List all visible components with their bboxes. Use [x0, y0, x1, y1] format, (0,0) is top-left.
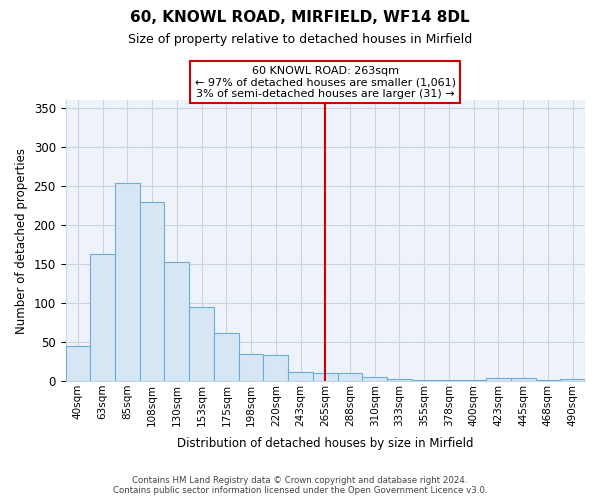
X-axis label: Distribution of detached houses by size in Mirfield: Distribution of detached houses by size …: [177, 437, 473, 450]
Bar: [288, 372, 313, 381]
Bar: [536, 380, 560, 381]
Bar: [115, 183, 140, 381]
Bar: [560, 378, 585, 381]
Y-axis label: Number of detached properties: Number of detached properties: [15, 148, 28, 334]
Text: 60, KNOWL ROAD, MIRFIELD, WF14 8DL: 60, KNOWL ROAD, MIRFIELD, WF14 8DL: [130, 10, 470, 25]
Bar: [140, 202, 164, 381]
Bar: [164, 262, 189, 381]
Bar: [511, 378, 536, 381]
Bar: [239, 354, 263, 381]
Bar: [412, 380, 437, 381]
Bar: [461, 380, 486, 381]
Text: Size of property relative to detached houses in Mirfield: Size of property relative to detached ho…: [128, 32, 472, 46]
Text: Contains HM Land Registry data © Crown copyright and database right 2024.
Contai: Contains HM Land Registry data © Crown c…: [113, 476, 487, 495]
Bar: [263, 356, 288, 381]
Bar: [90, 254, 115, 381]
Bar: [214, 332, 239, 381]
Bar: [65, 346, 90, 381]
Text: 60 KNOWL ROAD: 263sqm
← 97% of detached houses are smaller (1,061)
3% of semi-de: 60 KNOWL ROAD: 263sqm ← 97% of detached …: [195, 66, 456, 99]
Bar: [338, 373, 362, 381]
Bar: [486, 378, 511, 381]
Bar: [437, 380, 461, 381]
Bar: [189, 307, 214, 381]
Bar: [387, 380, 412, 381]
Bar: [313, 373, 338, 381]
Bar: [362, 377, 387, 381]
